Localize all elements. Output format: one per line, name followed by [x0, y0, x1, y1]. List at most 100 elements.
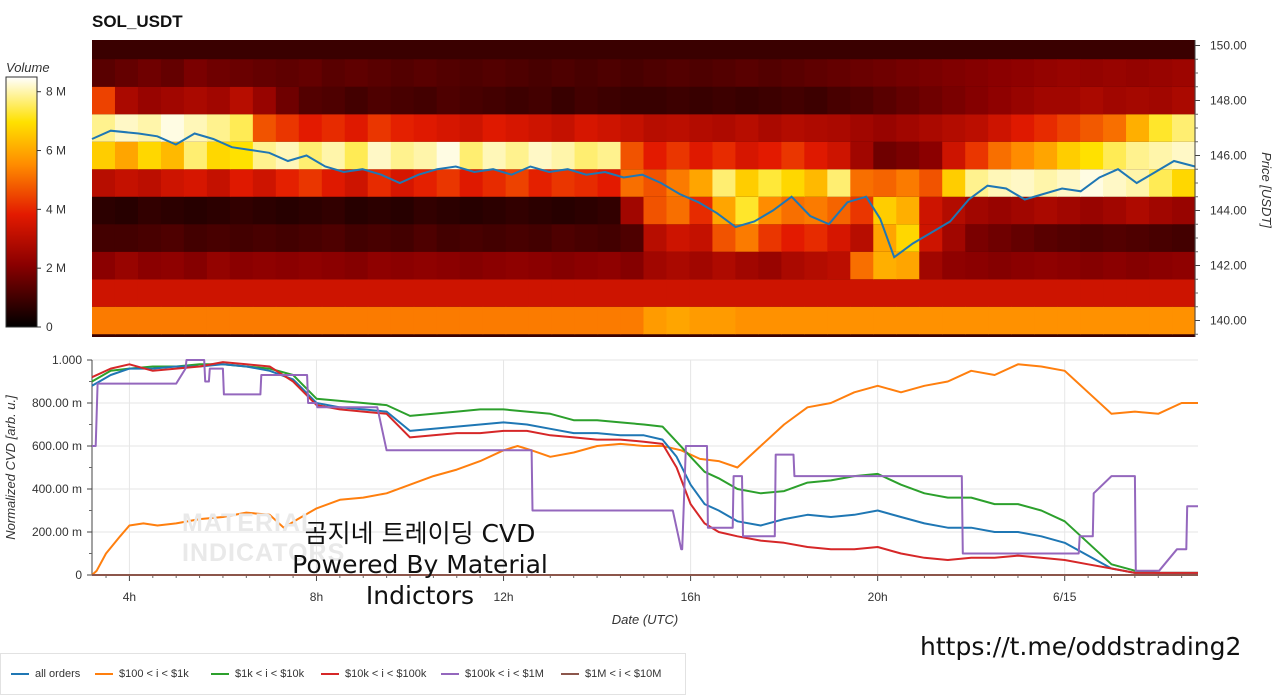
- heatmap-cell: [712, 169, 737, 197]
- legend-item-b1k_10k[interactable]: $1k < i < $10k: [211, 668, 304, 680]
- heatmap-cell: [160, 86, 185, 115]
- heatmap-cell: [781, 141, 805, 170]
- heatmap-cell: [321, 114, 346, 142]
- heatmap-cell: [942, 114, 966, 142]
- legend-item-b100_1k[interactable]: $100 < i < $1k: [95, 668, 189, 680]
- heatmap-cell: [252, 196, 277, 225]
- heatmap-cell: [804, 59, 828, 87]
- heatmap-cell: [459, 251, 484, 280]
- legend-item-b1m_10m[interactable]: $1M < i < $10M: [561, 668, 661, 680]
- cvd-x-tick-label: 20h: [868, 590, 888, 604]
- heatmap-cell: [988, 169, 1012, 197]
- telegram-link[interactable]: https://t.me/oddstrading2: [920, 632, 1242, 661]
- heatmap-cell: [206, 169, 231, 197]
- heatmap-cell: [1172, 196, 1196, 225]
- heatmap-cell: [597, 86, 622, 115]
- heatmap-cell: [344, 86, 369, 115]
- heatmap-cell: [597, 59, 622, 87]
- price-tick-label: 146.00: [1210, 149, 1247, 163]
- heatmap-cell: [965, 224, 989, 252]
- heatmap-cell: [689, 141, 714, 170]
- legend-item-b100k_1m[interactable]: $100k < i < $1M: [441, 668, 544, 680]
- heatmap-cell: [528, 279, 553, 307]
- heatmap-cell: [1080, 86, 1104, 115]
- heatmap-cell: [1172, 279, 1196, 307]
- heatmap-cell: [1172, 224, 1196, 252]
- heatmap-cell: [712, 306, 737, 335]
- heatmap-cell: [229, 279, 254, 307]
- heatmap-cell: [597, 251, 622, 280]
- heatmap-cell: [459, 224, 484, 252]
- heatmap-cell: [666, 224, 691, 252]
- heatmap-cell: [781, 251, 805, 280]
- heatmap-cell: [1103, 141, 1127, 170]
- heatmap-cell: [160, 169, 185, 197]
- heatmap-cell: [367, 59, 392, 87]
- heatmap-cell: [827, 59, 851, 87]
- heatmap-cell: [873, 306, 897, 335]
- heatmap-cell: [735, 196, 759, 225]
- heatmap-cell: [1126, 306, 1150, 335]
- heatmap-cell: [206, 306, 231, 335]
- heatmap-cell: [252, 279, 277, 307]
- heatmap-cell: [781, 59, 805, 87]
- legend-item-b10k_100k[interactable]: $10k < i < $100k: [321, 668, 426, 680]
- heatmap-cell: [183, 169, 208, 197]
- heatmap-cell: [597, 141, 622, 170]
- heatmap-cell: [252, 306, 277, 335]
- heatmap-cell: [92, 279, 116, 307]
- heatmap-cell: [827, 306, 851, 335]
- price-tick-label: 140.00: [1210, 314, 1247, 328]
- watermark-logo: MATERIAL INDICATORS: [182, 508, 345, 568]
- heatmap-cell: [1172, 306, 1196, 335]
- heatmap-cell: [597, 114, 622, 142]
- heatmap-cell: [137, 86, 162, 115]
- heatmap-cell: [137, 251, 162, 280]
- heatmap-cell: [1149, 114, 1173, 142]
- heatmap-cell: [229, 251, 254, 280]
- heatmap-cell: [275, 224, 300, 252]
- heatmap-cell: [942, 169, 966, 197]
- heatmap-cell: [229, 114, 254, 142]
- legend: all orders $100 < i < $1k $1k < i < $10k $1…: [0, 653, 686, 695]
- heatmap-cell: [92, 306, 116, 335]
- heatmap-cell: [1172, 169, 1196, 197]
- heatmap-cell: [1103, 114, 1127, 142]
- heatmap-cell: [712, 114, 737, 142]
- heatmap-cell: [551, 86, 576, 115]
- heatmap-cell: [574, 279, 599, 307]
- heatmap-cell: [160, 59, 185, 87]
- heatmap-cell: [574, 196, 599, 225]
- heatmap-cell: [482, 59, 507, 87]
- heatmap-cell: [229, 224, 254, 252]
- heatmap-cell: [298, 114, 323, 142]
- heatmap-cell: [1149, 196, 1173, 225]
- heatmap-cell: [390, 114, 415, 142]
- heatmap-cell: [574, 86, 599, 115]
- heatmap-cell: [827, 196, 851, 225]
- heatmap-cell: [160, 251, 185, 280]
- legend-swatch: [321, 673, 339, 676]
- heatmap-cell: [942, 224, 966, 252]
- watermark-line1: 곰지네 트레이딩 CVD: [304, 519, 536, 548]
- heatmap-cell: [367, 86, 392, 115]
- heatmap-cell: [965, 196, 989, 225]
- heatmap-cell: [1080, 114, 1104, 142]
- heatmap-cell: [459, 169, 484, 197]
- heatmap-cell: [482, 196, 507, 225]
- heatmap-cell: [804, 306, 828, 335]
- legend-item-all_orders[interactable]: all orders: [11, 668, 80, 680]
- price-tick-label: 144.00: [1210, 204, 1247, 218]
- heatmap-cell: [873, 86, 897, 115]
- price-axis-label: Price [USDT]: [1259, 152, 1274, 228]
- heatmap-cell: [505, 306, 530, 335]
- heatmap-cell: [92, 59, 116, 87]
- heatmap-cell: [735, 251, 759, 280]
- heatmap-cell: [344, 306, 369, 335]
- heatmap-cell: [367, 306, 392, 335]
- heatmap-cell: [1057, 86, 1081, 115]
- heatmap-cell: [850, 169, 874, 197]
- heatmap-cell: [804, 169, 828, 197]
- heatmap-cell: [712, 251, 737, 280]
- heatmap-cell: [850, 196, 874, 225]
